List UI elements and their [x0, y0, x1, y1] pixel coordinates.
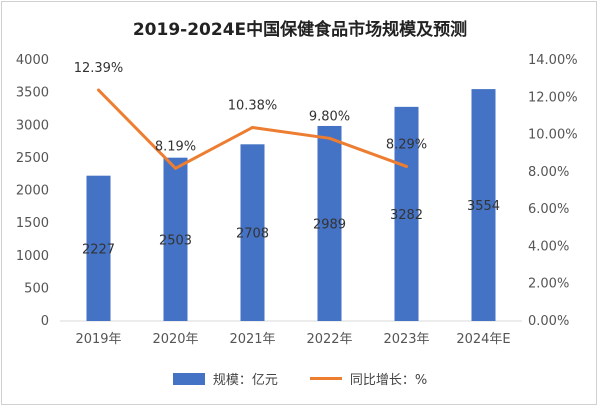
y-left-tick-label: 3500: [16, 86, 49, 101]
y-left-tick-label: 500: [24, 281, 49, 296]
growth-value-label: 12.39%: [74, 61, 124, 76]
bar-value-label: 3554: [467, 199, 500, 214]
bar: [394, 106, 419, 321]
x-tick-label: 2020年: [152, 332, 198, 347]
y-left-tick-label: 3000: [16, 118, 49, 133]
x-tick-label: 2019年: [75, 332, 121, 347]
chart-legend: 规模：亿元 同比增长：%: [0, 369, 600, 388]
y-left-tick-label: 4000: [16, 53, 49, 68]
bar: [240, 144, 265, 321]
growth-point: [251, 125, 254, 129]
chart-title: 2019-2024E中国保健食品市场规模及预测: [132, 20, 468, 40]
y-left-tick-label: 1500: [16, 216, 49, 231]
y-right-tick-label: 2.00%: [528, 277, 569, 292]
y-right-tick-label: 0.00%: [528, 314, 569, 329]
x-tick-label: 2022年: [306, 332, 352, 347]
bar: [317, 125, 342, 322]
legend-label-bar: 规模：亿元: [212, 373, 278, 388]
y-left-tick-label: 2000: [16, 184, 49, 199]
x-tick-label: 2021年: [229, 332, 275, 347]
growth-point: [174, 166, 177, 170]
growth-point: [405, 164, 408, 168]
growth-value-label: 8.29%: [386, 137, 427, 152]
bar-value-label: 3282: [390, 208, 423, 223]
bar: [471, 89, 496, 321]
y-left-tick-label: 1000: [16, 249, 49, 264]
growth-value-label: 8.19%: [155, 139, 196, 154]
bar-value-label: 2227: [82, 242, 115, 257]
bar-value-label: 2989: [313, 217, 346, 232]
legend-item-line: 同比增长：%: [309, 369, 428, 388]
x-tick-label: 2024年E: [456, 332, 510, 347]
legend-label-line: 同比增长：%: [349, 373, 428, 388]
y-right-tick-label: 6.00%: [528, 202, 569, 217]
y-right-tick-label: 8.00%: [528, 165, 569, 180]
legend-item-bar: 规模：亿元: [172, 369, 278, 388]
y-right-tick-label: 10.00%: [528, 128, 578, 143]
legend-swatch-bar: [172, 372, 205, 385]
y-left-tick-label: 2500: [16, 151, 49, 166]
growth-point: [97, 88, 100, 92]
bar: [163, 157, 188, 321]
y-right-tick-label: 14.00%: [528, 53, 578, 68]
legend-swatch-line: [309, 377, 342, 380]
bar: [86, 175, 111, 321]
growth-value-label: 9.80%: [309, 109, 350, 124]
bar-value-label: 2503: [159, 233, 192, 248]
y-right-tick-label: 4.00%: [528, 239, 569, 254]
growth-value-label: 10.38%: [228, 98, 278, 113]
growth-point: [328, 136, 331, 140]
bar-value-label: 2708: [236, 227, 269, 242]
y-right-tick-label: 12.00%: [528, 90, 578, 105]
x-tick-label: 2023年: [383, 332, 429, 347]
y-left-tick-label: 0: [41, 314, 49, 329]
